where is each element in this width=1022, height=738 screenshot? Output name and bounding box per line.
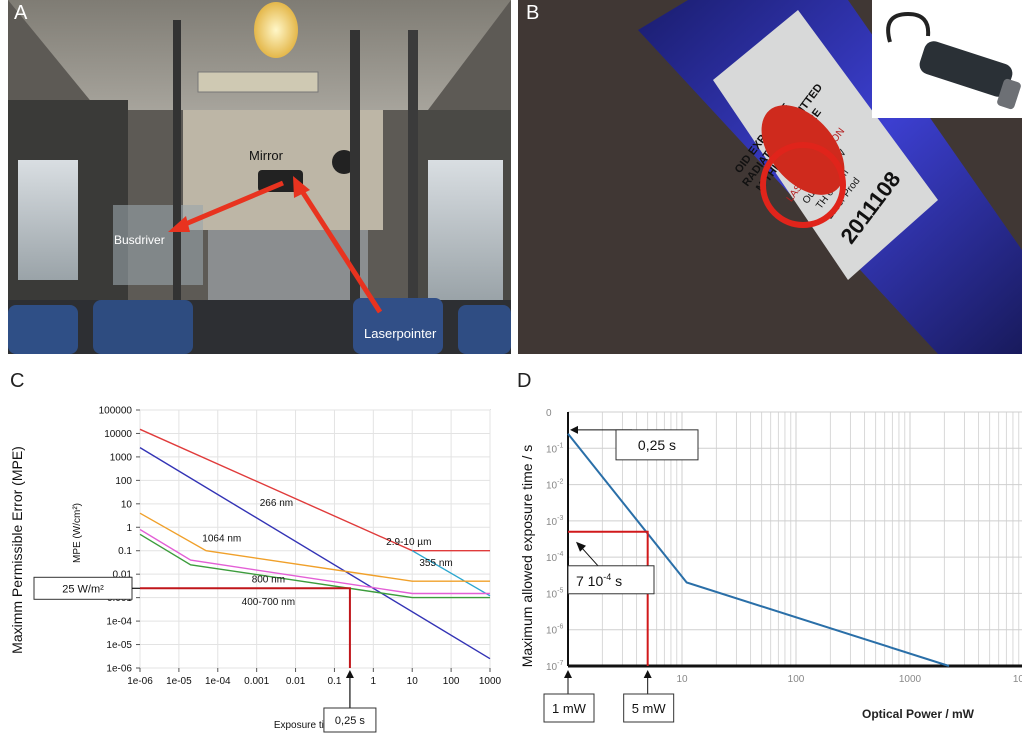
mirror-label: Mirror [249, 148, 284, 163]
chart-d-ytick-exponent: -4 [557, 551, 563, 558]
chart-d-ylabel: Maximum allowed exposure time / s [519, 445, 535, 668]
chart-c-ytick-label: 100 [115, 476, 132, 487]
chart-c-ytick-label: 1e-04 [106, 617, 132, 628]
chart-d-callout-top-box [615, 429, 699, 461]
chart-c-ytick-label: 100000 [99, 406, 133, 417]
chart-c-series-line [139, 528, 490, 595]
chart-d-xlabel: Optical Power / mW [862, 707, 975, 721]
chart-c-xtick-label: 1e-04 [205, 676, 231, 687]
chart-c-ytick-label: 1e-06 [106, 664, 132, 675]
chart-d-callout-1mw-text: 1 mW [552, 701, 587, 716]
chart-d-callout-top-arrowhead [570, 425, 578, 434]
chart-c-series-label: 800 nm [252, 574, 285, 585]
chart-c-xtick-label: 100 [443, 676, 460, 687]
panel-d-label: D [517, 370, 532, 392]
chart-d-ytick-label: 10-7 [546, 660, 563, 673]
chart-c-xtick-label: 1 [371, 676, 377, 687]
chart-c-xtick-label: 0.01 [286, 676, 306, 687]
chart-c-series-label: 1064 nm [202, 533, 241, 544]
chart-d-callout-mid-unit: s [611, 573, 622, 589]
chart-d-callout-mid-exp: -4 [603, 572, 611, 582]
chart-d-xtick-label: 100 [788, 674, 805, 685]
chart-d-ytick-label: 10-5 [546, 587, 563, 600]
busdriver-label: Busdriver [114, 233, 165, 247]
panel-c-label: C [10, 370, 25, 392]
panel-b-label: B [526, 2, 540, 24]
laserpointer-label: Laserpointer [364, 326, 437, 341]
chart-c-series-line [139, 512, 490, 582]
chart-d-ytick-exponent: -7 [557, 660, 563, 667]
chart-c-callout-x-box [323, 707, 377, 733]
chart-c-series-label: 400-700 nm [242, 597, 295, 608]
chart-c-plot-area [139, 409, 491, 669]
chart-d-callout-1mw-box [543, 693, 595, 723]
chart-d-callout-top-text: 0,25 s [638, 437, 676, 453]
chart-d-ytick-exponent: -3 [557, 515, 563, 522]
arrow-to-busdriver [175, 180, 284, 231]
chart-c-series-line [139, 447, 491, 660]
panel-b-photo: OID EXPOSURE RADIATION IS EMITTED M THIS… [518, 0, 1022, 354]
chart-c-xtick-label: 0.001 [244, 676, 269, 687]
chart-d-xtick-label: 10 [676, 674, 688, 685]
chart-c-series-line [139, 533, 490, 599]
chart-d-series-line [567, 433, 950, 667]
chart-d-ytick-exponent: -2 [557, 479, 563, 486]
chart-d-ytick-label: 10-6 [546, 624, 563, 637]
chart-d-ytick-label: 10-3 [546, 515, 563, 528]
laser-pointer-photo: OID EXPOSURE RADIATION IS EMITTED M THIS… [518, 0, 1022, 354]
chart-c-ytick-label: 10 [121, 499, 133, 510]
chart-c-ylabel: MPE (W/cm²) [72, 503, 83, 563]
chart-d-callout-mid-text: 7 10-4 s [576, 572, 622, 589]
chart-c-ytick-label: 0.1 [118, 546, 132, 557]
chart-d-callout-1mw-arrowhead [564, 670, 572, 678]
chart-d-ytick-label: 10-2 [546, 479, 563, 492]
chart-d-marker-line [568, 530, 649, 666]
chart-d-callout-mid-base: 7 10 [576, 573, 603, 589]
chart-d-callout-5mw-text: 5 mW [632, 701, 667, 716]
chart-c-xtick-label: 0.1 [327, 676, 341, 687]
chart-c-series-label: 266 nm [260, 498, 293, 509]
chart-c-xtick-label: 10 [407, 676, 419, 687]
chart-d-callout-mid-arrowhead [576, 541, 586, 552]
chart-c-callout-y-text: 25 W/m² [62, 583, 104, 595]
chart-d-ytick-exponent: -5 [557, 587, 563, 594]
chart-c-series-label: 2.9-10 µm [386, 537, 431, 548]
chart-c-ytick-label: 1 [126, 523, 132, 534]
chart-c-series-label: 355 nm [419, 558, 452, 569]
chart-c-series-line [411, 550, 491, 597]
chart-c-xtick-label: 1000 [479, 676, 502, 687]
panel-a-photo: Mirror Busdriver Laserpointer A [8, 0, 511, 354]
chart-d-ytick-exponent: -1 [557, 442, 563, 449]
chart-d-ytick-label: 0 [546, 408, 552, 419]
chart-c-mpe: Maximm Permissible Error (MPE) MPE (W/cm… [9, 406, 502, 733]
chart-c-xtick-label: 1e-06 [127, 676, 153, 687]
chart-c-outer-ylabel: Maximm Permissible Error (MPE) [9, 446, 25, 654]
chart-d-callout-5mw-box [623, 693, 675, 723]
chart-d-ytick-exponent: -6 [557, 624, 563, 631]
chart-d-callout-mid-box [567, 565, 655, 595]
chart-c-callout-x-text: 0,25 s [335, 715, 365, 727]
chart-d-callout-5mw-arrowhead [643, 670, 652, 678]
chart-d-ytick-label: 10-1 [546, 442, 563, 455]
chart-d-xtick-label: 1000 [899, 674, 922, 685]
chart-c-xtick-label: 1e-05 [166, 676, 192, 687]
bus-interior-photo: Mirror Busdriver Laserpointer [8, 0, 511, 354]
chart-c-threshold-line [140, 587, 351, 668]
highlight-circle [760, 142, 846, 228]
chart-d-callout-mid-arrow [579, 545, 599, 567]
chart-d-exposure-time: Maximum allowed exposure time / s Optica… [519, 408, 1022, 723]
chart-c-ytick-label: 1e-05 [106, 640, 132, 651]
arrow-from-laserpointer [297, 186, 383, 314]
chart-c-callout-x-arrowhead [345, 670, 354, 678]
panel-a-label: A [14, 2, 28, 24]
chart-c-ytick-label: 1000 [110, 452, 133, 463]
chart-c-ytick-label: 0.01 [113, 570, 133, 581]
chart-d-ytick-label: 10-4 [546, 551, 563, 564]
chart-d-xtick-label: 1000 [1013, 674, 1022, 685]
chart-c-xlabel: Exposure time (s) [274, 720, 352, 731]
chart-c-ytick-label: 10000 [104, 429, 132, 440]
